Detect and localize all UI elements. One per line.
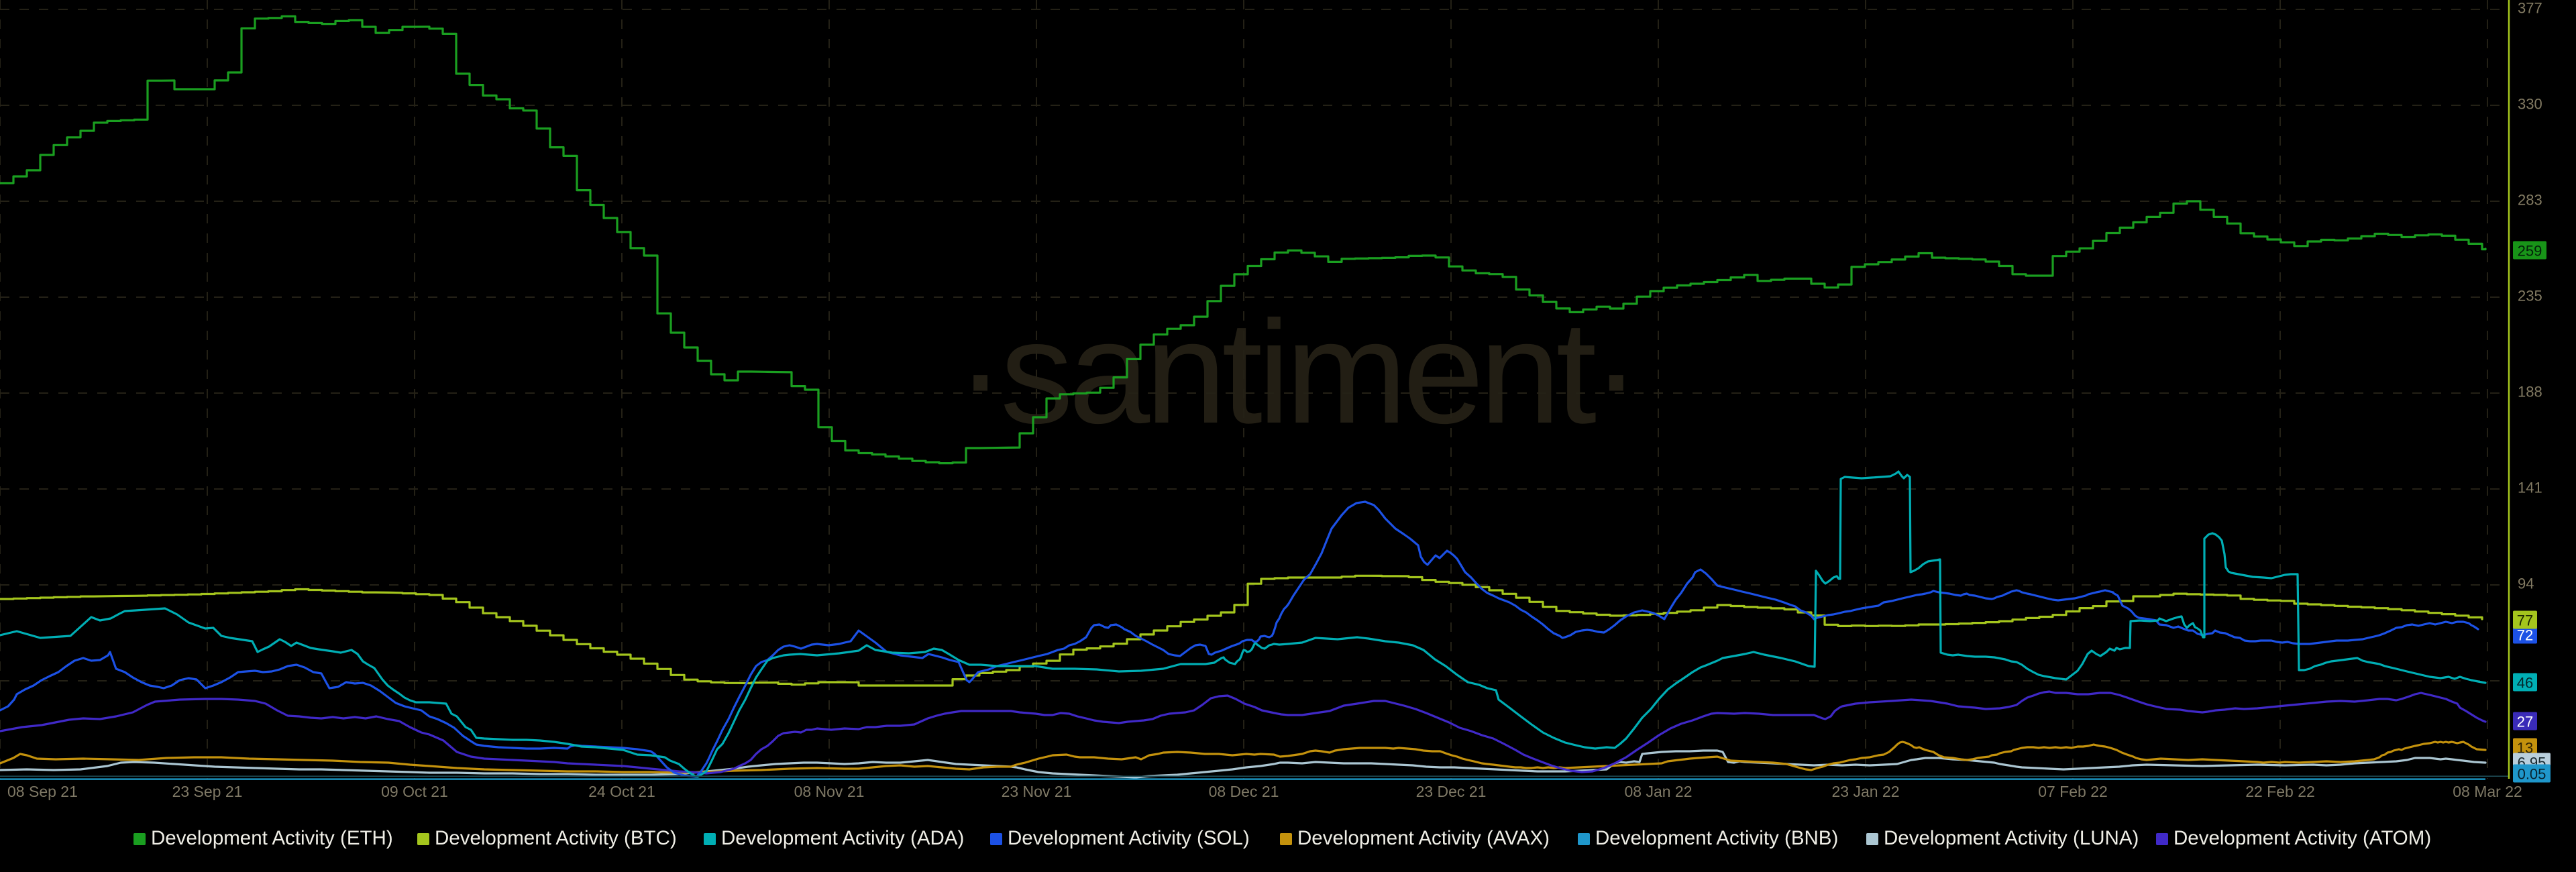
svg-text:23 Dec 21: 23 Dec 21 xyxy=(1416,783,1487,800)
svg-text:46: 46 xyxy=(2517,675,2533,692)
svg-text:Development Activity (BNB): Development Activity (BNB) xyxy=(1595,827,1838,849)
svg-text:23 Sep 21: 23 Sep 21 xyxy=(172,783,243,800)
svg-text:·santiment·: ·santiment· xyxy=(956,291,1635,454)
svg-text:0.05: 0.05 xyxy=(2518,766,2546,783)
svg-text:08 Jan 22: 08 Jan 22 xyxy=(1624,783,1692,800)
svg-text:188: 188 xyxy=(2518,384,2542,400)
svg-text:Development Activity (ETH): Development Activity (ETH) xyxy=(151,827,393,849)
svg-text:77: 77 xyxy=(2517,612,2533,629)
svg-text:Development Activity (AVAX): Development Activity (AVAX) xyxy=(1297,827,1550,849)
svg-text:Development Activity (SOL): Development Activity (SOL) xyxy=(1008,827,1250,849)
svg-text:24 Oct 21: 24 Oct 21 xyxy=(588,783,655,800)
svg-text:Development Activity (ATOM): Development Activity (ATOM) xyxy=(2174,827,2431,849)
svg-text:09 Oct 21: 09 Oct 21 xyxy=(381,783,448,800)
svg-text:235: 235 xyxy=(2518,288,2542,305)
svg-text:72: 72 xyxy=(2517,627,2533,644)
svg-text:141: 141 xyxy=(2518,480,2542,496)
svg-text:23 Jan 22: 23 Jan 22 xyxy=(1831,783,1899,800)
svg-text:27: 27 xyxy=(2517,714,2533,730)
svg-text:08 Dec 21: 08 Dec 21 xyxy=(1209,783,1279,800)
svg-text:94: 94 xyxy=(2518,576,2534,592)
svg-text:330: 330 xyxy=(2518,96,2542,113)
svg-text:Development Activity (BTC): Development Activity (BTC) xyxy=(435,827,677,849)
svg-text:Development Activity (LUNA): Development Activity (LUNA) xyxy=(1884,827,2139,849)
svg-text:08 Nov 21: 08 Nov 21 xyxy=(794,783,865,800)
svg-text:22 Feb 22: 22 Feb 22 xyxy=(2245,783,2315,800)
svg-text:259: 259 xyxy=(2518,243,2542,260)
svg-text:08 Sep 21: 08 Sep 21 xyxy=(7,783,78,800)
svg-text:07 Feb 22: 07 Feb 22 xyxy=(2038,783,2108,800)
svg-text:283: 283 xyxy=(2518,192,2542,209)
svg-text:377: 377 xyxy=(2518,0,2542,17)
svg-text:Development Activity (ADA): Development Activity (ADA) xyxy=(721,827,964,849)
svg-text:08 Mar 22: 08 Mar 22 xyxy=(2453,783,2522,800)
svg-text:23 Nov 21: 23 Nov 21 xyxy=(1002,783,1072,800)
